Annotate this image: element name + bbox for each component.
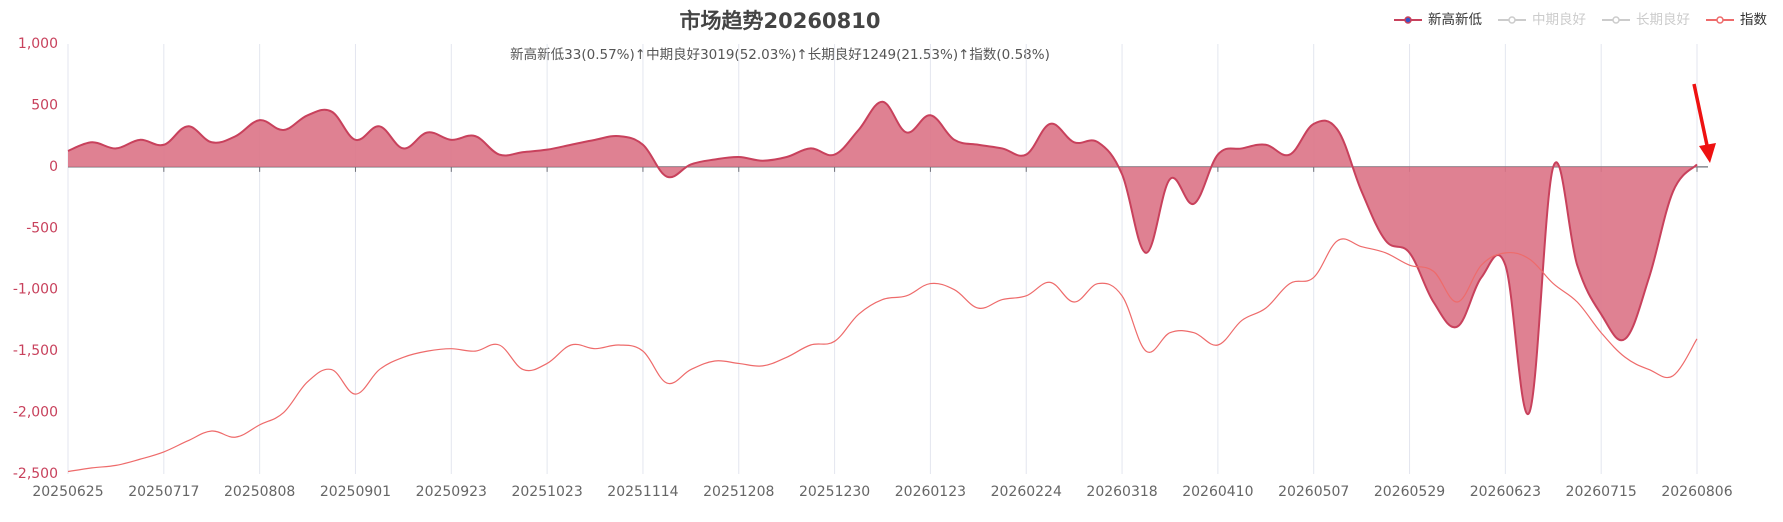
x-tick-label: 20260318	[1086, 484, 1157, 500]
legend-label: 新高新低	[1428, 11, 1482, 28]
chart-subtitle: 新高新低33(0.57%)↑中期良好3019(52.03%)↑长期良好1249(…	[510, 46, 1050, 63]
legend-dot	[1404, 16, 1412, 24]
annotation-arrow	[1692, 83, 1716, 163]
x-tick-label: 20251208	[703, 484, 774, 500]
x-tick-label: 20260715	[1566, 484, 1637, 500]
grid: 1,000 500 0 -500 -1,000 -1,500 -2,000 -2,500 202…	[13, 36, 1733, 500]
y-tick-label: 1,000	[18, 36, 58, 52]
legend: 指数 长期良好 中期良好 新高新低	[1394, 11, 1768, 28]
x-tick-label: 20251114	[607, 484, 678, 500]
x-tick-label: 20250808	[224, 484, 295, 500]
legend-label: 长期良好	[1636, 12, 1690, 28]
legend-label: 指数	[1740, 12, 1768, 28]
x-tick-label: 20260123	[895, 484, 966, 500]
y-tick-label: 500	[31, 97, 58, 113]
y-tick-label: -1,500	[13, 343, 58, 359]
chart-title: 市场趋势20260810	[680, 9, 881, 33]
y-tick-label: -1,000	[13, 282, 58, 298]
legend-dot	[1612, 16, 1620, 24]
x-tick-label: 20260410	[1182, 484, 1253, 500]
x-tick-label: 20251023	[511, 484, 582, 500]
x-tick-label: 20260224	[991, 484, 1062, 500]
x-tick-label: 20260806	[1661, 484, 1732, 500]
legend-dot	[1716, 16, 1724, 24]
index-line	[67, 238, 1698, 473]
legend-dot	[1508, 16, 1516, 24]
legend-label: 中期良好	[1532, 12, 1586, 28]
x-tick-label: 20260623	[1470, 484, 1541, 500]
x-tick-label: 20250901	[320, 484, 391, 500]
x-tick-label: 20250923	[416, 484, 487, 500]
marks	[67, 100, 1698, 473]
x-tick-label: 20251230	[799, 484, 870, 500]
y-tick-label: 0	[49, 159, 58, 175]
y-tick-label: -2,500	[13, 466, 58, 482]
x-tick-label: 20250717	[128, 484, 199, 500]
area-fill	[68, 101, 1697, 415]
x-tick-label: 20250625	[32, 484, 103, 500]
y-tick-label: -500	[26, 220, 58, 236]
x-tick-label: 20260529	[1374, 484, 1445, 500]
area-line	[67, 100, 1698, 416]
x-tick-label: 20260507	[1278, 484, 1349, 500]
y-tick-label: -2,000	[13, 405, 58, 421]
